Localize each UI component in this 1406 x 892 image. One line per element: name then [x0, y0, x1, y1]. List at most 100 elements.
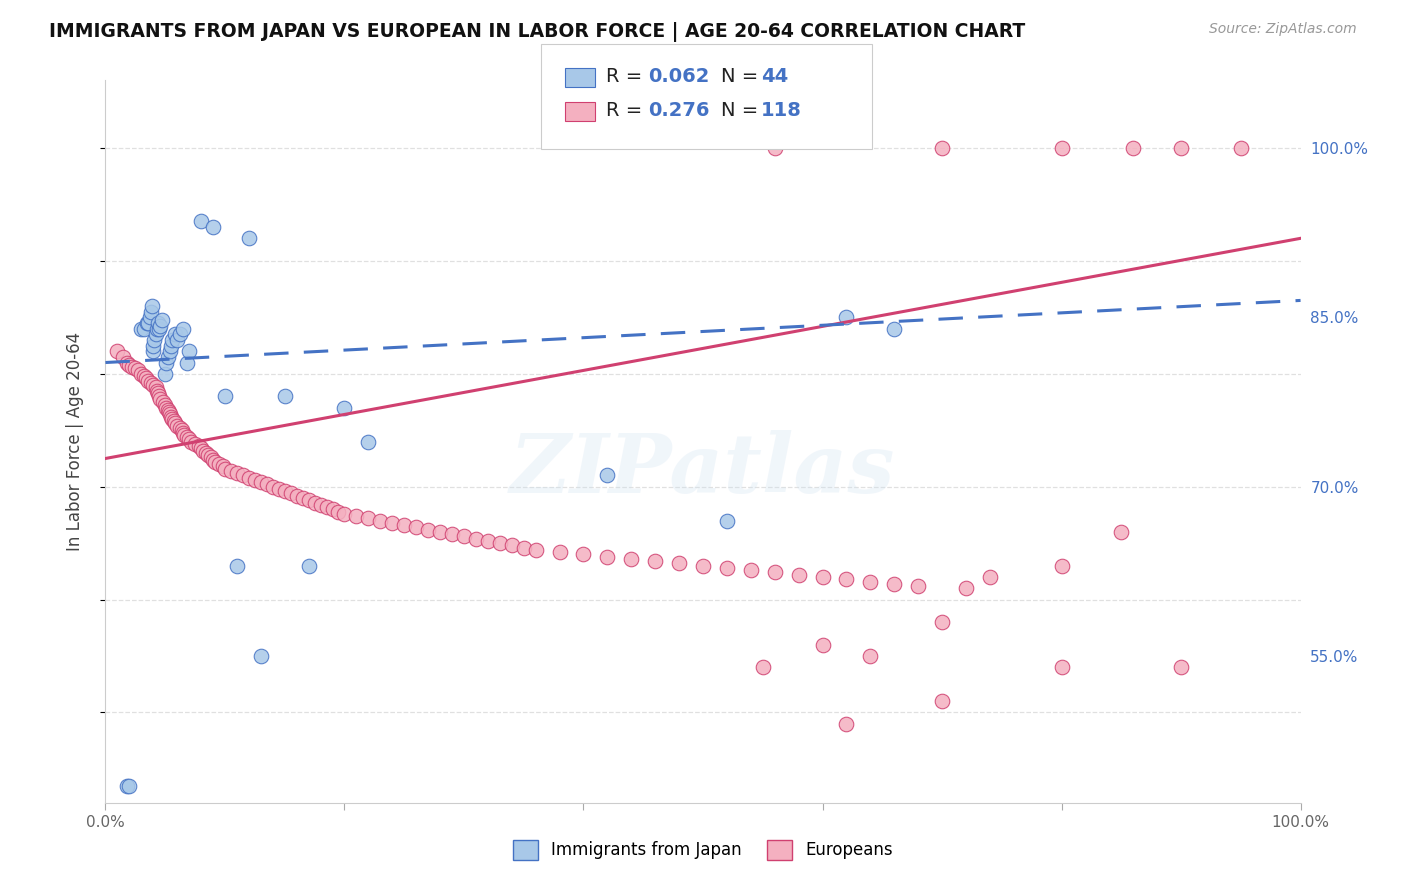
Point — [132, 321, 155, 335]
Text: 0.276: 0.276 — [648, 101, 710, 120]
Point — [202, 452, 225, 467]
Point — [127, 363, 149, 377]
Point — [298, 493, 321, 508]
Point — [132, 369, 155, 384]
Text: ZIPatlas: ZIPatlas — [510, 431, 896, 510]
Point — [145, 327, 167, 342]
Point — [169, 327, 191, 342]
Point — [177, 432, 201, 446]
Point — [135, 371, 157, 385]
Point — [835, 310, 858, 325]
Text: R =: R = — [606, 101, 648, 120]
Point — [429, 524, 451, 539]
Point — [150, 312, 173, 326]
Point — [156, 350, 179, 364]
Point — [392, 518, 416, 533]
Point — [139, 304, 162, 318]
Point — [955, 582, 977, 596]
Point — [1170, 660, 1192, 674]
Point — [489, 536, 512, 550]
Point — [787, 567, 810, 582]
Point — [155, 355, 177, 369]
Point — [148, 389, 170, 403]
Point — [138, 310, 160, 325]
Point — [596, 549, 619, 564]
Point — [835, 572, 858, 586]
Point — [243, 473, 266, 487]
Point — [214, 389, 236, 403]
Point — [232, 468, 254, 483]
Point — [112, 350, 135, 364]
Point — [464, 532, 488, 546]
Point — [620, 552, 643, 566]
Point — [172, 321, 194, 335]
Point — [238, 471, 260, 485]
Point — [763, 141, 786, 155]
Point — [740, 563, 762, 577]
Point — [267, 482, 290, 496]
Point — [115, 779, 138, 793]
Point — [157, 405, 180, 419]
Point — [211, 459, 233, 474]
Point — [333, 401, 356, 415]
Point — [107, 344, 129, 359]
Point — [200, 450, 222, 465]
Point — [1122, 141, 1144, 155]
Point — [285, 489, 308, 503]
Point — [979, 570, 1001, 584]
Point — [115, 355, 138, 369]
Point — [145, 380, 167, 394]
Point — [169, 421, 191, 435]
Point — [304, 495, 326, 509]
Point — [166, 418, 188, 433]
Point — [418, 523, 440, 537]
Point — [1229, 141, 1251, 155]
Point — [225, 558, 249, 573]
Point — [811, 570, 834, 584]
Point — [153, 367, 177, 381]
Point — [315, 500, 337, 514]
Point — [190, 442, 212, 456]
Point — [716, 561, 738, 575]
Point — [180, 434, 202, 449]
Point — [138, 374, 160, 388]
Point — [173, 427, 195, 442]
Point — [159, 344, 181, 359]
Point — [160, 338, 183, 352]
Point — [298, 558, 321, 573]
Point — [176, 355, 198, 369]
Point — [197, 448, 219, 462]
Point — [368, 514, 391, 528]
Text: N =: N = — [721, 67, 765, 87]
Point — [166, 333, 188, 347]
Text: 118: 118 — [761, 101, 801, 120]
Point — [513, 541, 536, 555]
Point — [346, 509, 368, 524]
Point — [751, 660, 773, 674]
Point — [146, 321, 169, 335]
Point — [177, 344, 201, 359]
Y-axis label: In Labor Force | Age 20-64: In Labor Force | Age 20-64 — [66, 332, 84, 551]
Point — [907, 579, 929, 593]
Point — [440, 527, 463, 541]
Point — [1050, 141, 1073, 155]
Point — [501, 538, 523, 552]
Point — [321, 502, 344, 516]
Point — [152, 395, 174, 409]
Point — [163, 417, 186, 431]
Point — [763, 566, 786, 580]
Point — [273, 484, 295, 499]
Point — [204, 455, 226, 469]
Point — [477, 533, 499, 548]
Point — [190, 214, 212, 228]
Point — [357, 511, 380, 525]
Point — [121, 359, 143, 374]
Point — [202, 220, 225, 235]
Point — [1111, 524, 1133, 539]
Point — [193, 443, 215, 458]
Point — [548, 545, 571, 559]
Point — [250, 475, 273, 490]
Point — [142, 344, 165, 359]
Point — [256, 477, 278, 491]
Point — [596, 468, 619, 483]
